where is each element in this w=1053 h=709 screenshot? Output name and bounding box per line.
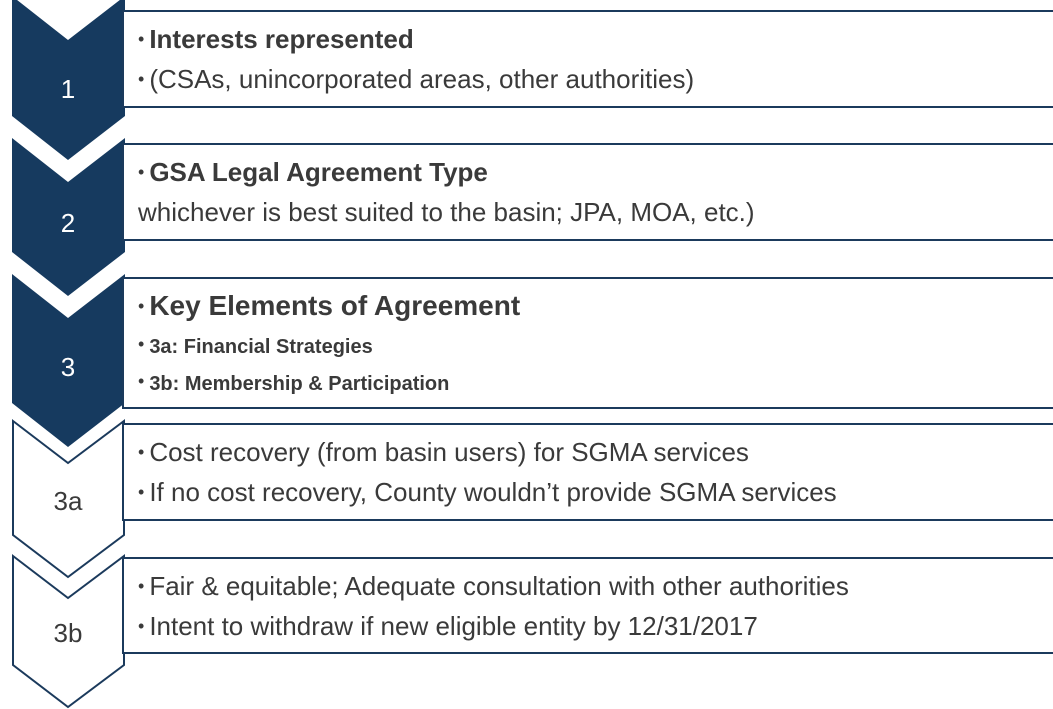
- item: If no cost recovery, County wouldn’t pro…: [138, 472, 1053, 512]
- heading: Interests represented: [138, 19, 1053, 59]
- heading: Key Elements of Agreement: [138, 285, 1053, 327]
- chevron: [12, 418, 125, 579]
- step-label: 3a: [54, 486, 83, 516]
- step-label: 3: [61, 352, 75, 382]
- item: Cost recovery (from basin users) for SGM…: [138, 432, 1053, 472]
- step-box: Fair & equitable; Adequate consultation …: [122, 557, 1053, 654]
- step-box: Key Elements of Agreement 3a: Financial …: [122, 277, 1053, 409]
- step-label: 1: [61, 74, 75, 104]
- item: 3a: Financial Strategies: [138, 327, 1053, 364]
- chevron: [12, 0, 125, 160]
- step-label: 2: [61, 208, 75, 238]
- item: whichever is best suited to the basin; J…: [138, 197, 755, 227]
- item: (CSAs, unincorporated areas, other autho…: [138, 59, 1053, 99]
- item: Intent to withdraw if new eligible entit…: [138, 606, 1053, 646]
- chevron: [12, 274, 125, 447]
- step-label: 3b: [54, 618, 83, 648]
- chevron: [12, 138, 125, 296]
- heading: GSA Legal Agreement Type: [138, 152, 1053, 192]
- chevron: [12, 553, 125, 709]
- step-box: Cost recovery (from basin users) for SGM…: [122, 423, 1053, 521]
- item: Fair & equitable; Adequate consultation …: [138, 566, 1053, 606]
- item: 3b: Membership & Participation: [138, 364, 1053, 401]
- step-box: Interests represented (CSAs, unincorpora…: [122, 10, 1053, 108]
- step-box: GSA Legal Agreement Type whichever is be…: [122, 143, 1053, 241]
